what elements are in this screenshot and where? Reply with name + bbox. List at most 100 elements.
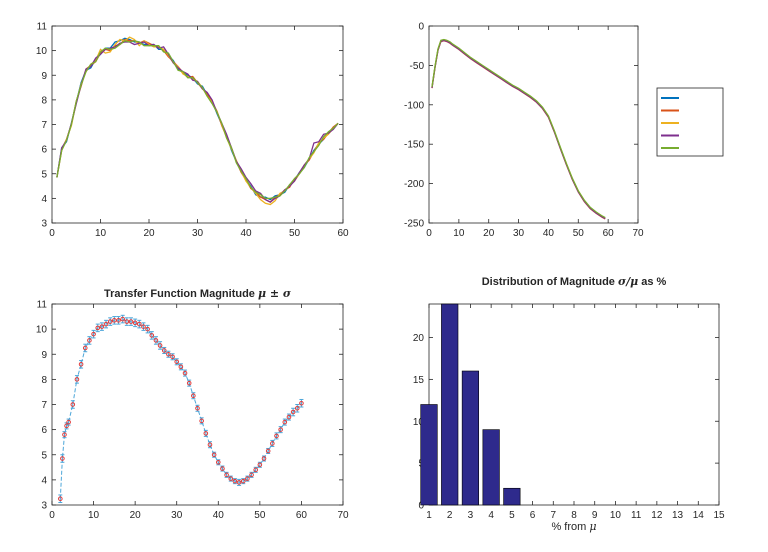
data-point: [132, 320, 138, 326]
chart-title-c-text: Transfer Function Magnitude: [104, 288, 258, 300]
y-tick-label: 15: [413, 375, 425, 386]
chart-title-c: Transfer Function Magnitude μ ± σ: [104, 287, 292, 300]
x-tick-label: 20: [483, 228, 495, 239]
x-tick-label: 20: [143, 228, 155, 239]
data-point: [236, 480, 242, 485]
data-point: [232, 478, 238, 484]
data-point: [145, 326, 150, 332]
data-point: [203, 431, 209, 436]
x-tick-label: 6: [530, 510, 536, 521]
data-point: [112, 318, 117, 323]
data-point: [149, 333, 155, 338]
data-point: [82, 345, 88, 351]
data-point: [124, 319, 130, 324]
data-point: [257, 462, 263, 468]
x-tick-label: 0: [426, 228, 432, 239]
data-point: [153, 338, 159, 343]
series-line-scan-5: [56, 40, 339, 200]
y-tick-label: -100: [404, 100, 424, 111]
y-tick-label: 7: [41, 400, 47, 411]
x-tick-label: 1: [426, 510, 432, 521]
y-tick-label: 10: [36, 325, 48, 336]
x-tick-label: 0: [49, 228, 55, 239]
x-axis-label-d-text: % from: [551, 521, 589, 533]
y-tick-label: 3: [41, 219, 47, 230]
x-tick-label: 40: [240, 228, 252, 239]
y-tick-label: 5: [41, 450, 47, 461]
data-point: [249, 472, 254, 478]
x-tick-label: 12: [651, 510, 663, 521]
x-tick-label: 60: [337, 228, 349, 239]
plot-area-a: [51, 25, 344, 224]
x-tick-label: 10: [453, 228, 465, 239]
x-tick-label: 9: [592, 510, 598, 521]
data-point: [128, 319, 134, 324]
x-axis-label-d: % from μ: [551, 520, 596, 533]
data-point: [157, 343, 163, 348]
bar-3-percent: [461, 370, 480, 506]
bar-2-percent: [441, 303, 459, 506]
data-point: [261, 456, 267, 461]
x-tick-label: 50: [573, 228, 585, 239]
data-point: [290, 409, 296, 415]
data-point: [60, 456, 65, 461]
panel-b: 0 10 20 30 40 50 60 70 -250 -200 -150 -100 -50 0: [404, 22, 644, 240]
data-point: [282, 419, 288, 425]
data-point: [294, 405, 300, 411]
panel-a: 0 10 20 30 40 50 60 3 4 5 6 7 8 9 10 11: [36, 22, 349, 240]
data-point: [270, 441, 275, 446]
data-point: [78, 362, 84, 367]
data-point: [103, 321, 109, 327]
panel-d: 12345678910111213141505101520Distributio…: [413, 275, 725, 533]
y-tick-label: -250: [404, 219, 424, 230]
x-tick-label: 30: [513, 228, 525, 239]
data-point: [58, 496, 63, 502]
y-tick-label: 11: [37, 300, 48, 311]
x-tick-label: 10: [88, 510, 100, 521]
y-tick-label: 8: [41, 375, 47, 386]
data-point: [95, 325, 101, 331]
plot-area-c: [51, 303, 344, 506]
data-point: [174, 359, 180, 365]
data-point: [66, 419, 71, 425]
data-point: [224, 472, 229, 478]
data-point: [228, 476, 234, 481]
y-tick-label: 7: [41, 120, 47, 131]
x-tick-label: 2: [447, 510, 453, 521]
x-axis-label-d-math: μ: [589, 520, 596, 533]
bar-1-percent: [420, 404, 438, 506]
x-tick-label: 20: [130, 510, 142, 521]
x-tick-label: 40: [543, 228, 555, 239]
y-tick-label: 4: [41, 475, 47, 486]
chart-title-d: Distribution of Magnitude σ/μ as %: [482, 275, 667, 288]
data-point: [99, 324, 105, 329]
y-tick-label: 9: [41, 71, 47, 82]
x-tick-label: 5: [509, 510, 515, 521]
y-tick-label: -150: [404, 140, 424, 151]
data-point: [278, 427, 283, 432]
x-tick-label: 30: [171, 510, 183, 521]
data-point: [166, 351, 171, 357]
data-point: [240, 478, 246, 484]
x-tick-label: 50: [289, 228, 301, 239]
y-tick-label: 10: [36, 46, 48, 57]
data-point: [191, 393, 196, 399]
y-tick-label: -200: [404, 179, 424, 190]
y-tick-label: 9: [41, 350, 47, 361]
x-tick-label: 7: [551, 510, 557, 521]
x-tick-label: 10: [610, 510, 622, 521]
x-tick-label: 40: [213, 510, 225, 521]
x-tick-label: 50: [254, 510, 266, 521]
y-tick-label: 5: [41, 169, 47, 180]
data-point: [74, 377, 80, 382]
data-point: [70, 402, 76, 407]
x-tick-label: 14: [693, 510, 705, 521]
data-point: [87, 338, 92, 343]
chart-title-c-math: μ ± σ: [258, 287, 292, 300]
data-point: [170, 354, 175, 360]
y-tick-label: 0: [418, 22, 424, 33]
x-tick-label: 70: [632, 228, 644, 239]
x-tick-label: 10: [95, 228, 107, 239]
data-point: [137, 321, 142, 327]
chart-title-d-suffix: as %: [638, 276, 666, 288]
